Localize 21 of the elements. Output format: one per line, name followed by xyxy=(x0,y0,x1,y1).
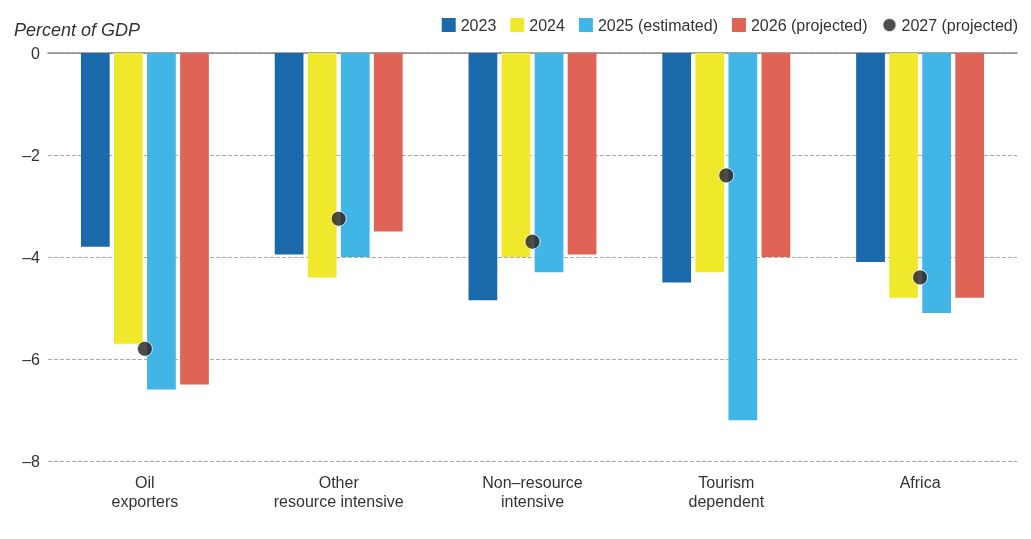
legend-label: 2024 xyxy=(529,16,566,34)
x-tick-label: Oil exporters xyxy=(111,474,179,510)
x-tick-label: Other resource intensive xyxy=(273,474,404,510)
y-tick-label: –6 xyxy=(22,350,41,368)
point xyxy=(912,269,929,286)
x-tick-label: Tourism dependent xyxy=(688,474,765,510)
point xyxy=(330,210,347,227)
legend-label: 2026 (projected) xyxy=(750,16,868,34)
y-tick-label: –2 xyxy=(22,146,41,164)
y-tick-label: –8 xyxy=(22,452,41,470)
point xyxy=(718,167,735,184)
legend-label: 2023 xyxy=(460,16,497,34)
point xyxy=(524,233,541,250)
y-axis-title: Percent of GDP xyxy=(14,20,141,40)
point xyxy=(136,340,153,357)
x-tick-label: Non–resource intensive xyxy=(482,474,583,510)
y-tick-label: 0 xyxy=(31,44,41,62)
legend-label: 2025 (estimated) xyxy=(597,16,718,34)
legend-label: 2027 (projected) xyxy=(901,16,1018,34)
x-tick-label: Africa xyxy=(899,474,941,491)
y-tick-label: –4 xyxy=(22,248,41,266)
